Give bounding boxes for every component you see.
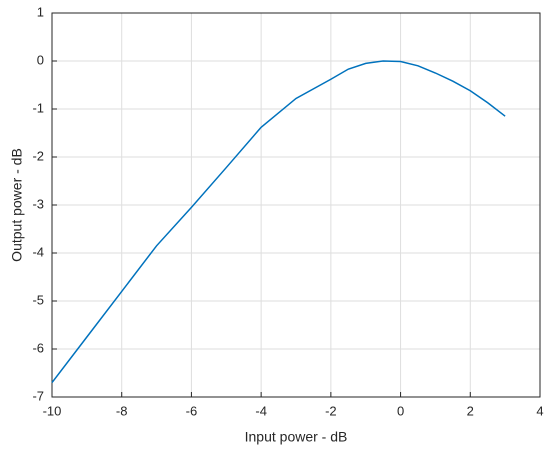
y-axis-label: Output power - dB <box>9 148 25 262</box>
plot-frame <box>51 12 541 398</box>
y-tick-label: -7 <box>32 388 44 403</box>
y-tick-label: -4 <box>32 244 44 259</box>
y-tick-label: -1 <box>32 100 44 115</box>
x-tick-label: -2 <box>325 403 337 418</box>
x-tick-label: 2 <box>467 403 474 418</box>
y-tick-label: 0 <box>37 52 44 67</box>
x-axis-label: Input power - dB <box>245 429 348 445</box>
y-tick-label: -6 <box>32 340 44 355</box>
x-tick-label: -4 <box>255 403 267 418</box>
y-tick-label: 1 <box>37 4 44 19</box>
x-tick-label: -8 <box>116 403 128 418</box>
data-line <box>51 60 506 384</box>
y-tick-label: -3 <box>32 196 44 211</box>
x-tick-label: 0 <box>397 403 404 418</box>
x-tick-label: 4 <box>536 403 543 418</box>
x-tick-label: -10 <box>43 403 62 418</box>
x-tick-label: -6 <box>186 403 198 418</box>
y-tick-label: -2 <box>32 148 44 163</box>
y-tick-label: -5 <box>32 292 44 307</box>
